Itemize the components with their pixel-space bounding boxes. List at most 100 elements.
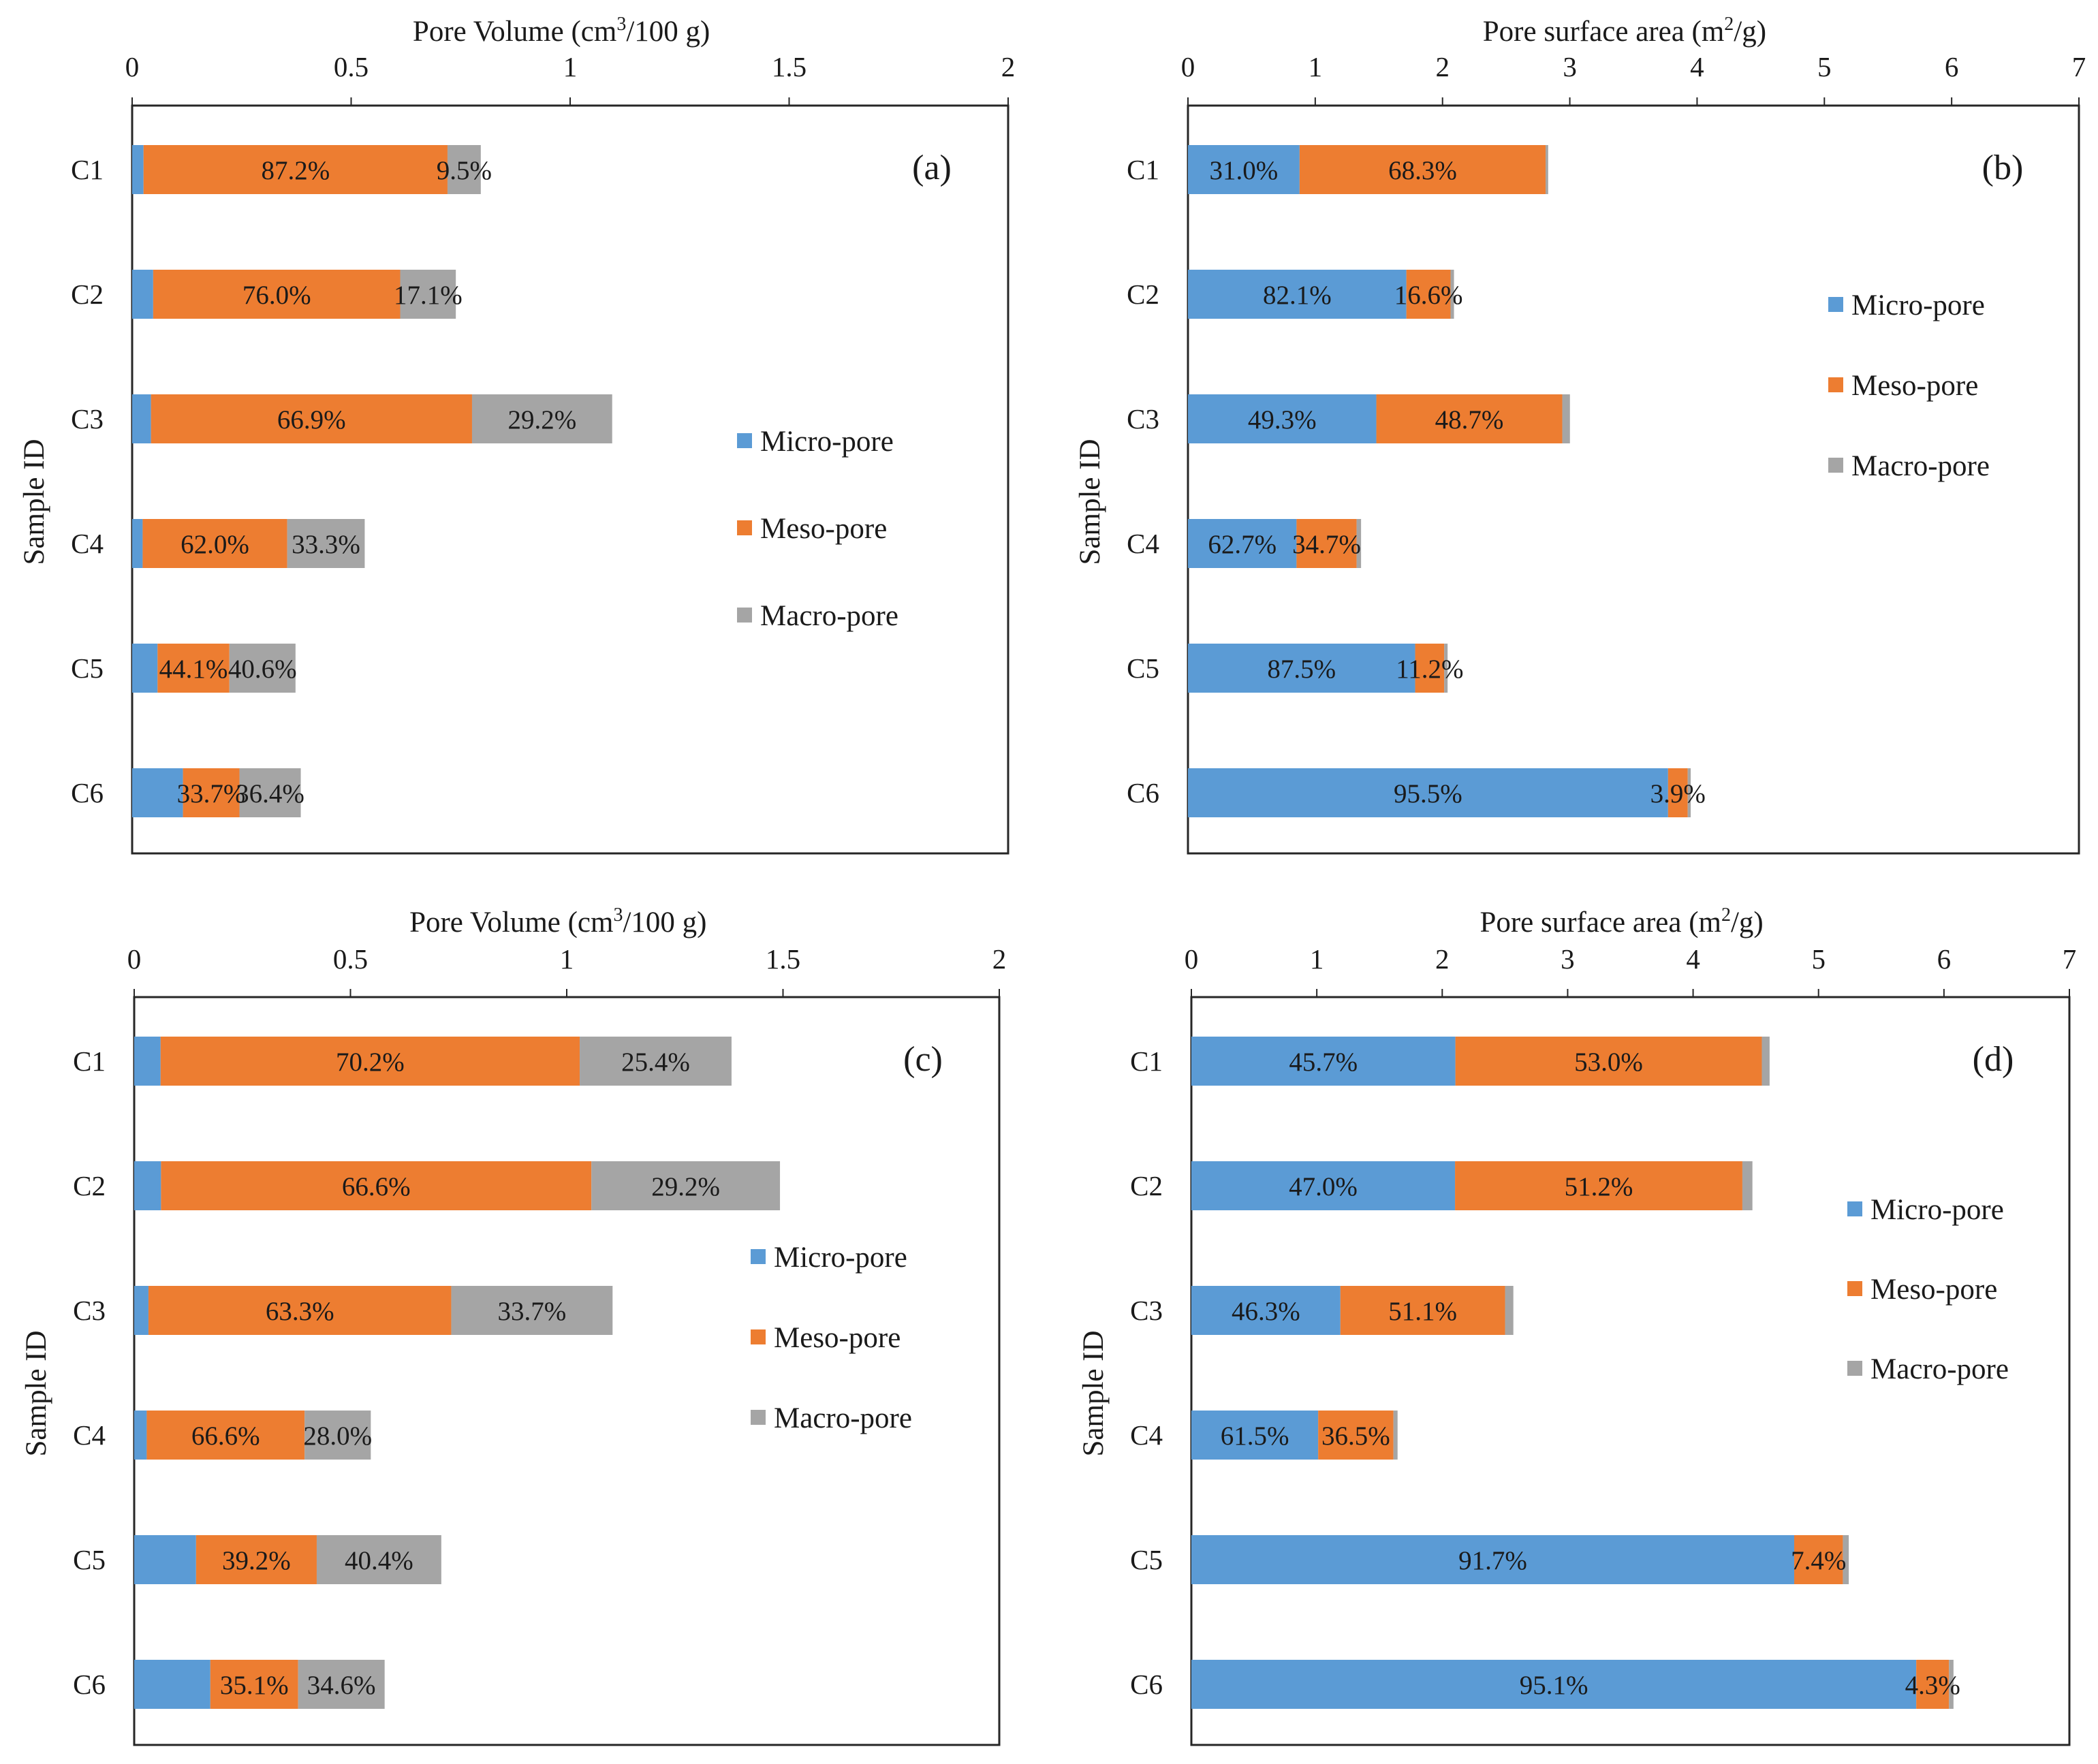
data-label-meso: 76.0% xyxy=(242,281,311,310)
category-label: C5 xyxy=(71,652,104,684)
data-label-meso: 11.2% xyxy=(1396,655,1463,684)
bar-micro-c5 xyxy=(132,644,158,693)
x-tick-label: 5 xyxy=(1811,943,1826,975)
category-label: C6 xyxy=(73,1669,106,1700)
panel-b: Pore surface area (m2/g) 0 1 2 3 4 5 6 7 Sample I… xyxy=(1074,14,2086,855)
x-axis-title: Pore Volume (cm3/100 g) xyxy=(409,904,706,939)
bar-micro-c4 xyxy=(1188,519,1297,568)
bar-meso-c3 xyxy=(1376,394,1563,443)
x-tick-label: 0 xyxy=(127,943,142,975)
data-label-meso: 68.3% xyxy=(1388,156,1457,185)
legend-label-macro: Macro-pore xyxy=(774,1402,912,1434)
category-label: C3 xyxy=(1130,1295,1163,1326)
category-label: C1 xyxy=(71,154,104,185)
data-label-macro: 34.6% xyxy=(307,1671,376,1700)
bar-macro-c1 xyxy=(1546,145,1548,194)
bar-macro-c4 xyxy=(1356,519,1362,568)
data-label-meso: 36.5% xyxy=(1321,1421,1390,1451)
category-label: C2 xyxy=(1127,279,1159,310)
bar-micro-c4 xyxy=(132,519,143,568)
data-label-meso: 44.1% xyxy=(159,655,228,684)
data-label-micro: 47.0% xyxy=(1289,1172,1358,1201)
bar-micro-c3 xyxy=(132,394,151,443)
legend-label-micro: Micro-pore xyxy=(1851,289,1985,321)
bar-meso-c5 xyxy=(1415,644,1445,693)
data-label-macro: 33.3% xyxy=(292,530,360,559)
plot-frame xyxy=(131,104,1009,855)
bar-macro-c2 xyxy=(1450,270,1454,319)
bar-macro-c1 xyxy=(1762,1037,1770,1086)
bar-meso-c1 xyxy=(143,145,448,194)
legend: Micro-pore Meso-pore Macro-pore xyxy=(1828,289,1990,482)
bar-micro-c1 xyxy=(1191,1037,1456,1086)
legend-label-meso: Meso-pore xyxy=(1870,1274,1997,1306)
legend-swatch-macro xyxy=(751,1410,766,1425)
bar-micro-c4 xyxy=(1191,1411,1319,1460)
panel-letter: (a) xyxy=(912,148,952,187)
data-label-meso: 3.9% xyxy=(1650,779,1706,808)
legend-swatch-meso xyxy=(737,520,752,535)
y-axis-title: Sample ID xyxy=(20,1330,52,1456)
x-tick-label: 4 xyxy=(1686,943,1700,975)
data-label-macro: 33.7% xyxy=(498,1297,567,1326)
bar-macro-c1 xyxy=(447,145,481,194)
bar-micro-c4 xyxy=(134,1411,147,1460)
legend-swatch-micro xyxy=(751,1249,766,1264)
x-tick-label: 6 xyxy=(1945,51,1959,82)
bar-micro-c3 xyxy=(1188,394,1377,443)
bar-meso-c4 xyxy=(1318,1411,1394,1460)
bar-macro-c3 xyxy=(451,1286,613,1335)
bar-meso-c2 xyxy=(161,1161,592,1210)
x-tick-label: 0 xyxy=(1185,943,1199,975)
data-label-macro: 17.1% xyxy=(394,281,463,310)
bar-meso-c4 xyxy=(142,519,287,568)
legend-label-macro: Macro-pore xyxy=(1851,450,1990,482)
bar-meso-c2 xyxy=(1455,1161,1742,1210)
data-label-micro: 46.3% xyxy=(1232,1297,1300,1326)
data-label-meso: 7.4% xyxy=(1791,1546,1846,1575)
category-label: C3 xyxy=(1127,403,1159,435)
bar-meso-c5 xyxy=(1794,1535,1843,1584)
x-tick-label: 2 xyxy=(1001,51,1016,82)
category-label: C5 xyxy=(1127,652,1159,684)
bar-meso-c4 xyxy=(146,1411,305,1460)
x-tick-label: 1 xyxy=(560,943,574,975)
data-label-micro: 82.1% xyxy=(1263,281,1332,310)
bar-macro-c5 xyxy=(316,1535,441,1584)
data-label-micro: 49.3% xyxy=(1248,405,1317,435)
x-tick-label: 2 xyxy=(1435,943,1450,975)
bar-micro-c5 xyxy=(1188,644,1415,693)
bar-meso-c4 xyxy=(1296,519,1357,568)
data-label-meso: 53.0% xyxy=(1574,1048,1643,1077)
y-axis-title: Sample ID xyxy=(1078,1330,1110,1456)
category-label: C6 xyxy=(1130,1669,1163,1700)
legend-swatch-meso xyxy=(751,1329,766,1344)
data-label-micro: 45.7% xyxy=(1289,1048,1358,1077)
bar-micro-c6 xyxy=(1188,768,1668,817)
x-axis-title: Pore surface area (m2/g) xyxy=(1479,904,1763,939)
legend-label-micro: Micro-pore xyxy=(774,1242,907,1274)
data-label-macro: 36.4% xyxy=(236,779,304,808)
bar-macro-c4 xyxy=(1393,1411,1398,1460)
bar-meso-c6 xyxy=(1916,1660,1950,1709)
legend-label-micro: Micro-pore xyxy=(1870,1194,2004,1226)
bar-macro-c5 xyxy=(229,644,296,693)
legend-swatch-meso xyxy=(1828,377,1843,392)
legend: Micro-pore Meso-pore Macro-pore xyxy=(751,1242,912,1434)
data-label-meso: 51.1% xyxy=(1388,1297,1457,1326)
bar-micro-c2 xyxy=(134,1161,161,1210)
data-label-meso: 39.2% xyxy=(222,1546,291,1575)
data-label-macro: 25.4% xyxy=(621,1048,690,1077)
legend-swatch-macro xyxy=(1847,1361,1862,1376)
data-label-meso: 62.0% xyxy=(181,530,249,559)
bar-meso-c3 xyxy=(148,1286,452,1335)
x-tick-label: 5 xyxy=(1817,51,1832,82)
x-tick-label: 1 xyxy=(1310,943,1324,975)
panel-letter: (d) xyxy=(1973,1040,2014,1079)
data-label-macro: 29.2% xyxy=(651,1172,720,1201)
x-tick-label: 2 xyxy=(1435,51,1450,82)
bar-macro-c6 xyxy=(1949,1660,1954,1709)
legend-label-meso: Meso-pore xyxy=(760,513,887,545)
bar-macro-c3 xyxy=(1562,394,1570,443)
data-label-macro: 40.4% xyxy=(345,1546,413,1575)
